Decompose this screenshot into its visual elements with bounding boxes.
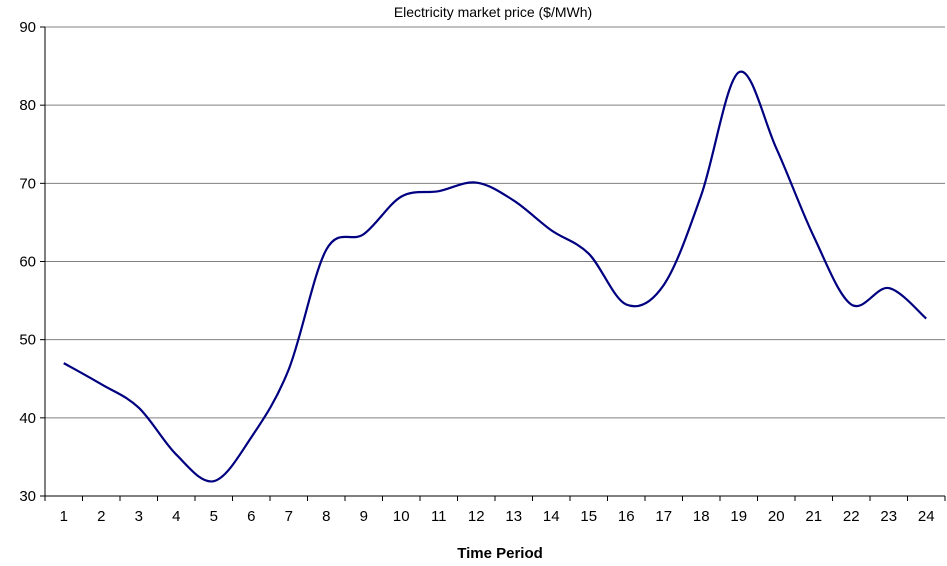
y-tick-label: 80 [19,97,36,114]
y-tick-label: 70 [19,175,36,192]
series-line-price [63,70,927,483]
x-tick-label: 14 [543,508,560,525]
x-tick-label: 13 [505,508,522,525]
gridlines [45,26,945,419]
x-axis-title: Time Period [457,545,543,562]
x-tick-label: 5 [210,508,218,525]
x-tick-label: 17 [655,508,672,525]
x-tick-label: 3 [135,508,143,525]
x-tick-label: 23 [880,508,897,525]
chart-title: Electricity market price ($/MWh) [394,4,592,20]
x-tick-label: 20 [768,508,785,525]
x-tick-label: 21 [805,508,822,525]
y-tick-label: 60 [19,254,36,271]
series-layer [63,70,927,483]
x-tick-label: 18 [693,508,710,525]
x-tick-label: 9 [360,508,368,525]
y-tick-label: 90 [19,19,36,36]
axes [40,26,946,501]
x-tick-label: 8 [322,508,330,525]
x-tick-label: 2 [97,508,105,525]
y-tick-label: 50 [19,332,36,349]
x-tick-label: 12 [468,508,485,525]
x-tick-label: 16 [618,508,635,525]
x-tick-label: 19 [730,508,747,525]
x-tick-label: 1 [60,508,68,525]
x-tick-label: 22 [843,508,860,525]
x-tick-label: 24 [918,508,935,525]
x-tick-label: 6 [247,508,255,525]
y-tick-label: 40 [19,410,36,427]
x-tick-label: 7 [285,508,293,525]
x-tick-label: 15 [580,508,597,525]
x-tick-label: 11 [431,508,447,525]
x-tick-label: 4 [172,508,180,525]
y-tick-label: 30 [19,488,36,505]
x-tick-label: 10 [393,508,410,525]
